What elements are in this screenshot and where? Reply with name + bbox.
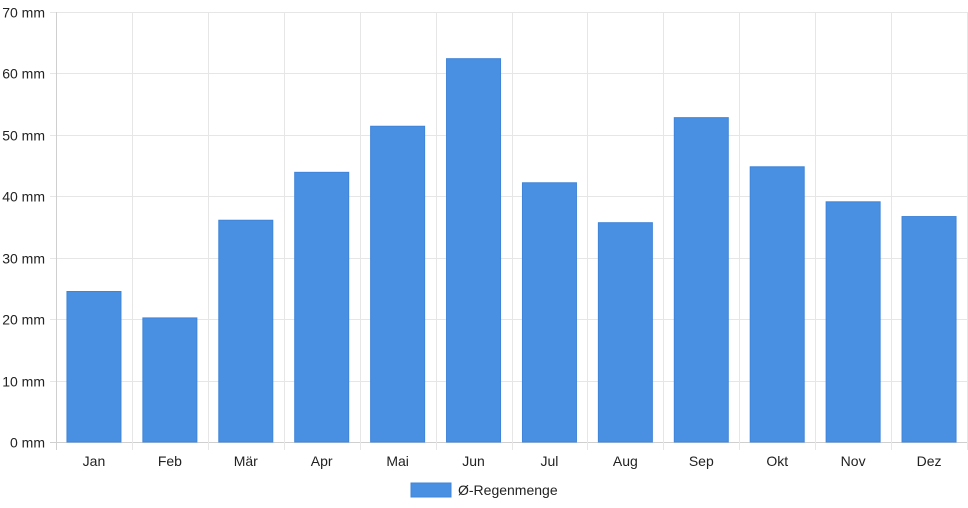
y-tick-label: 0 mm [10, 435, 45, 451]
bar-jul[interactable] [521, 182, 577, 443]
x-tick-label: Sep [689, 453, 714, 469]
y-tick-label: 40 mm [2, 189, 45, 205]
bar-jan[interactable] [66, 291, 122, 443]
x-tick-label: Mär [234, 453, 258, 469]
y-tick-label: 10 mm [2, 374, 45, 390]
bar-dez[interactable] [901, 216, 957, 443]
y-tick-label: 60 mm [2, 66, 45, 82]
x-tick-label: Jan [83, 453, 106, 469]
legend[interactable]: Ø-Regenmenge [410, 482, 558, 498]
bar-jun[interactable] [446, 58, 502, 443]
y-tick-label: 50 mm [2, 128, 45, 144]
bar-feb[interactable] [142, 317, 198, 443]
label-layer: 0 mm 10 mm 20 mm 30 mm 40 mm 50 mm 60 mm 70 mm J… [2, 5, 941, 470]
x-tick-label: Jul [541, 453, 559, 469]
legend-label[interactable]: Ø-Regenmenge [458, 482, 558, 498]
axis-layer [56, 12, 968, 450]
x-tick-label: Dez [917, 453, 942, 469]
bar-sep[interactable] [673, 117, 729, 443]
legend-swatch[interactable] [410, 482, 452, 498]
x-tick-label: Aug [613, 453, 638, 469]
y-tick-label: 30 mm [2, 251, 45, 267]
bar-apr[interactable] [294, 171, 350, 443]
grid-layer [50, 12, 967, 443]
bar-layer [66, 58, 957, 443]
y-tick-label: 70 mm [2, 5, 45, 21]
x-tick-label: Nov [841, 453, 866, 469]
bar-mär[interactable] [218, 219, 274, 443]
bar-aug[interactable] [597, 222, 653, 443]
x-tick-label: Mai [386, 453, 409, 469]
y-tick-label: 20 mm [2, 312, 45, 328]
bar-nov[interactable] [825, 201, 881, 443]
x-tick-label: Apr [311, 453, 333, 469]
x-tick-label: Jun [462, 453, 485, 469]
x-tick-label: Feb [158, 453, 182, 469]
bar-mai[interactable] [370, 125, 426, 443]
bar-okt[interactable] [749, 166, 805, 443]
x-tick-label: Okt [766, 453, 788, 469]
